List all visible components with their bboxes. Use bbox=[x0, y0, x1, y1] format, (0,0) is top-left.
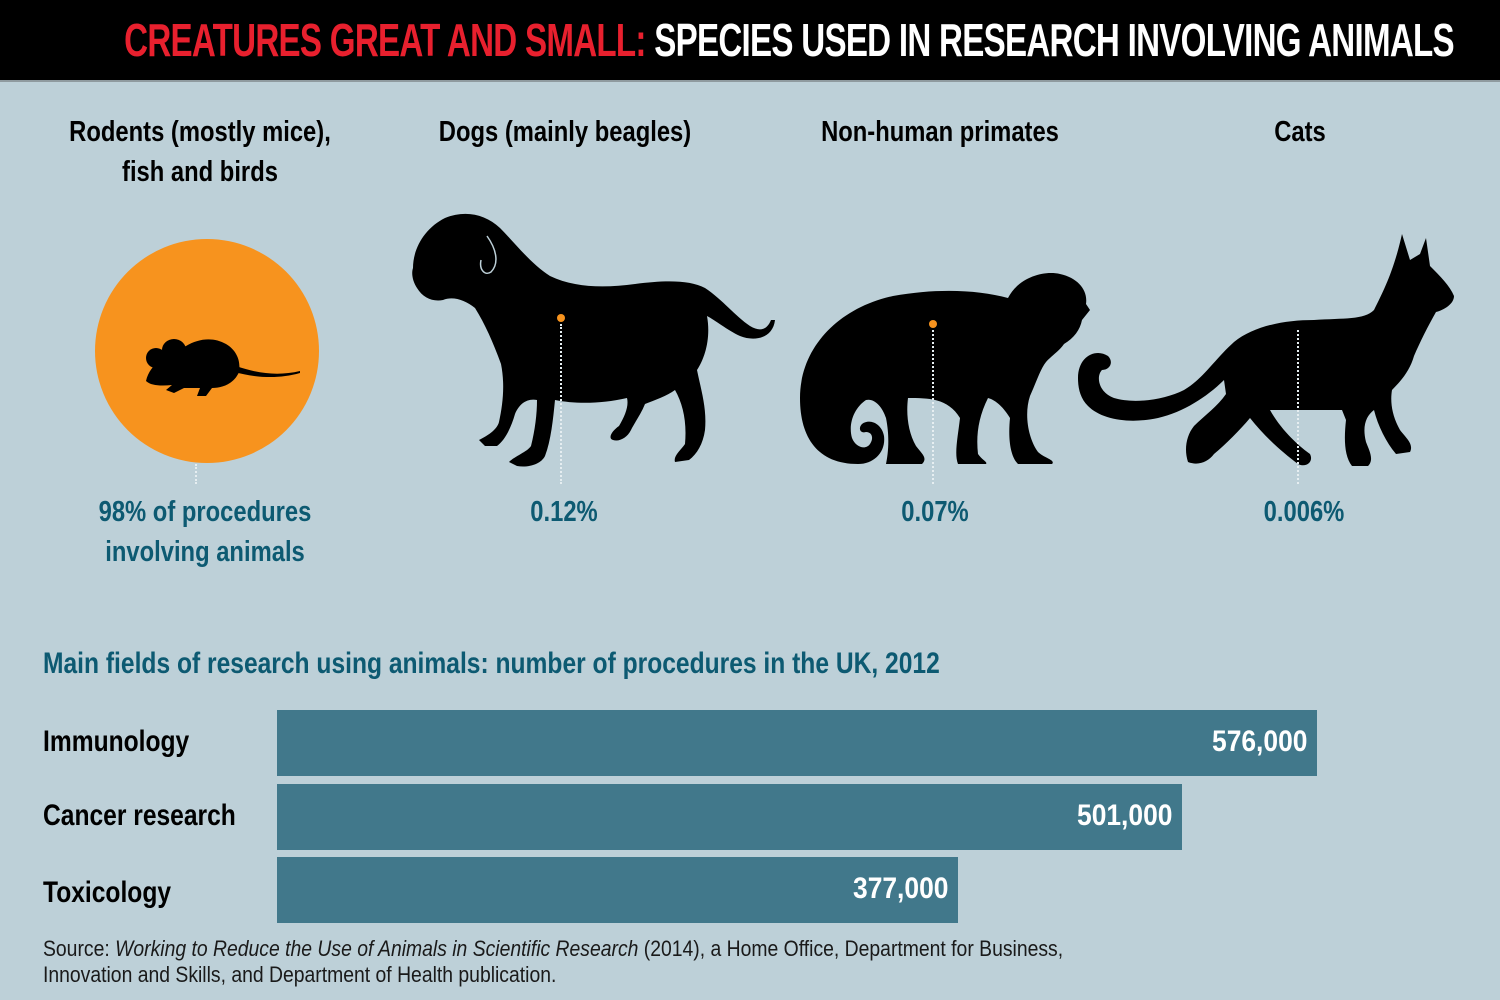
species-label-dogs: Dogs (mainly beagles) bbox=[422, 112, 709, 152]
species-percent-cats: 0.006% bbox=[1222, 492, 1386, 532]
source-title: Working to Reduce the Use of Animals in … bbox=[115, 936, 639, 961]
percent-line: involving animals bbox=[105, 536, 305, 568]
bar-label-toxicology: Toxicology bbox=[43, 876, 172, 909]
species-label-line: Dogs (mainly beagles) bbox=[438, 116, 692, 148]
dog-leader-line bbox=[560, 324, 562, 484]
header-bar: CREATURES GREAT AND SMALL: SPECIES USED … bbox=[0, 0, 1500, 82]
source-prefix: Source: bbox=[43, 936, 116, 961]
bar-toxicology: 377,000 bbox=[277, 857, 958, 923]
bar-value-toxicology: 377,000 bbox=[852, 872, 948, 905]
percent-line: 0.006% bbox=[1263, 496, 1345, 528]
cat-icon bbox=[1078, 234, 1454, 466]
species-label-line: fish and birds bbox=[122, 156, 278, 188]
bar-immunology: 576,000 bbox=[277, 710, 1317, 776]
title-highlight: CREATURES GREAT AND SMALL: bbox=[124, 14, 646, 66]
monkey-icon bbox=[800, 273, 1090, 464]
source-suffix: (2014), a Home Office, Department for Bu… bbox=[638, 936, 1064, 961]
bar-cancer-research: 501,000 bbox=[277, 784, 1182, 850]
rodent-leader-line bbox=[195, 464, 197, 484]
bar-value-immunology: 576,000 bbox=[1211, 725, 1307, 758]
dog-marker-dot bbox=[557, 314, 565, 322]
chart-title: Main fields of research using animals: n… bbox=[43, 647, 940, 680]
species-percent-primates: 0.07% bbox=[853, 492, 1017, 532]
species-label-cats: Cats bbox=[1218, 112, 1382, 152]
species-percent-dogs: 0.12% bbox=[482, 492, 646, 532]
bar-value-cancer-research: 501,000 bbox=[1076, 799, 1172, 832]
title-rest: SPECIES USED IN RESEARCH INVOLVING ANIMA… bbox=[654, 14, 1454, 66]
percent-line: 0.12% bbox=[530, 496, 598, 528]
bar-label-immunology: Immunology bbox=[43, 725, 190, 758]
primate-marker-dot bbox=[929, 320, 937, 328]
source-line2: Innovation and Skills, and Department of… bbox=[43, 962, 557, 987]
bar-label-cancer-research: Cancer research bbox=[43, 799, 236, 832]
page-title: CREATURES GREAT AND SMALL: SPECIES USED … bbox=[124, 12, 1455, 68]
dog-icon bbox=[412, 213, 775, 467]
species-label-line: Non-human primates bbox=[821, 116, 1059, 148]
mouse-icon bbox=[146, 339, 300, 396]
species-label-rodents: Rodents (mostly mice), fish and birds bbox=[61, 112, 340, 192]
species-label-line: Rodents (mostly mice), bbox=[69, 116, 331, 148]
primate-leader-line bbox=[932, 330, 934, 484]
percent-line: 0.07% bbox=[901, 496, 969, 528]
species-label-line: Cats bbox=[1274, 116, 1326, 148]
source-note: Source: Working to Reduce the Use of Ani… bbox=[43, 936, 1275, 988]
percent-line: 98% of procedures bbox=[98, 496, 312, 528]
species-label-primates: Non-human primates bbox=[801, 112, 1080, 152]
rodent-circle bbox=[95, 239, 319, 463]
species-percent-rodents: 98% of procedures involving animals bbox=[70, 492, 341, 572]
cat-leader-line bbox=[1297, 330, 1299, 484]
